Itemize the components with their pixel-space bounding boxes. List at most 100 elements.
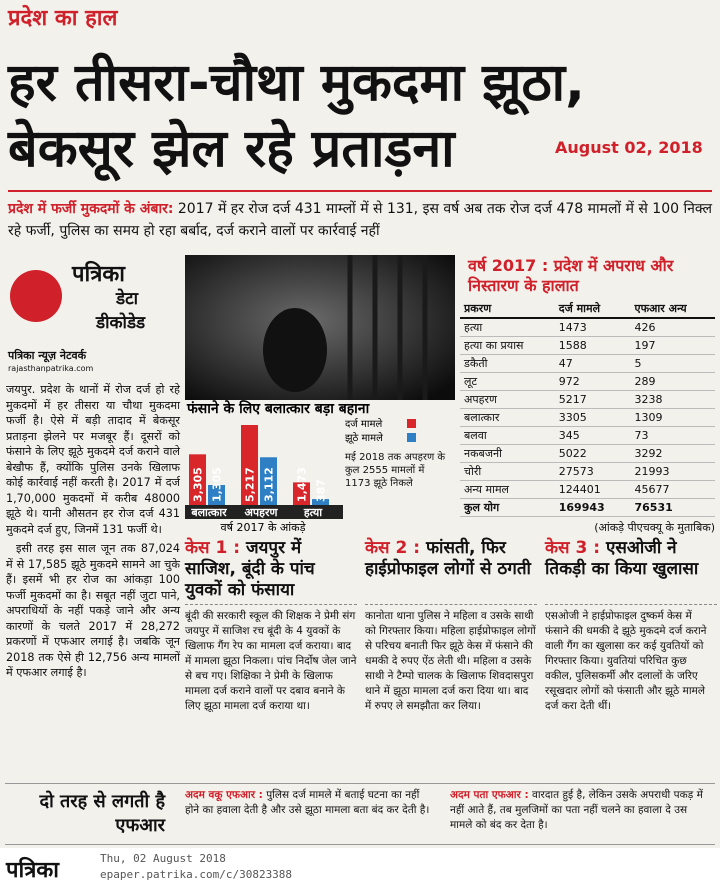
footer: दो तरह से लगती है एफआर अदम वकू एफआर : पु… bbox=[5, 783, 715, 845]
cell: 5022 bbox=[554, 444, 631, 463]
source: (आंकड़े पीएचक्यू के मुताबिक) bbox=[594, 521, 715, 534]
epaper-bar: पत्रिका Thu, 02 August 2018 epaper.patri… bbox=[0, 848, 720, 888]
case-title: एसओजी ने तिकड़ी का किया खुलासा bbox=[545, 538, 699, 579]
row: कुल योग 169943 76531 bbox=[460, 498, 715, 517]
column-header: एफआर अन्य bbox=[630, 300, 715, 319]
cell: डकैती bbox=[460, 354, 555, 373]
cell: हत्या का प्रयास bbox=[460, 336, 555, 355]
legend-swatch bbox=[407, 419, 416, 428]
logo-brand: पत्रिका bbox=[72, 262, 125, 287]
cell: हत्या bbox=[460, 318, 555, 337]
logo-icon bbox=[10, 270, 62, 322]
bar bbox=[208, 484, 225, 505]
column-header: प्रकरण bbox=[460, 300, 555, 319]
footer-label: अदम पता एफआर : bbox=[450, 789, 529, 801]
footer-text: पुलिस दर्ज मामले में बताई घटना का नहीं ह… bbox=[185, 789, 430, 816]
cell: 27573 bbox=[554, 462, 631, 481]
table-title: वर्ष 2017 : प्रदेश में अपराध और निस्तारण… bbox=[468, 256, 674, 295]
value-label: 387 bbox=[315, 479, 328, 502]
cell: 1588 bbox=[554, 336, 631, 355]
site: rajasthanpatrika.com bbox=[8, 364, 94, 373]
case-heading: केस 3 : एसओजी ने तिकड़ी का किया खुलासा bbox=[545, 538, 717, 605]
epaper-url: epaper.patrika.com/c/30823388 bbox=[100, 868, 293, 881]
bar bbox=[241, 425, 258, 505]
row: लूट 972 289 bbox=[460, 372, 715, 391]
row: नकबजनी 5022 3292 bbox=[460, 444, 715, 463]
cell: 76531 bbox=[630, 498, 715, 517]
value-label: 5,217 bbox=[244, 467, 257, 502]
cell: 972 bbox=[554, 372, 631, 391]
value-label: 1,473 bbox=[296, 467, 309, 502]
cell: लूट bbox=[460, 372, 555, 391]
cell: 169943 bbox=[554, 498, 631, 517]
bar bbox=[312, 499, 329, 505]
footer-item: अदम पता एफआर : वारदात हुई है, लेकिन उसके… bbox=[450, 788, 710, 833]
summary: प्रदेश में फर्जी मुकदमों के अंबार: 2017 … bbox=[8, 198, 712, 242]
cell: बलवा bbox=[460, 426, 555, 445]
case-label: केस 1 : bbox=[185, 538, 241, 558]
case-heading: केस 1 : जयपुर में साजिश, बूंदी के पांच य… bbox=[185, 538, 357, 605]
logo-line: डेटा bbox=[116, 289, 139, 309]
headline-line: बेकसूर झेल रहे प्रताड़ना bbox=[8, 119, 455, 179]
table-block: वर्ष 2017 : प्रदेश में अपराध और निस्तारण… bbox=[460, 256, 715, 535]
epaper-date: Thu, 02 August 2018 bbox=[100, 852, 226, 865]
value-label: 1,305 bbox=[211, 467, 224, 502]
cell: चोरी bbox=[460, 462, 555, 481]
value-label: 3,305 bbox=[192, 467, 205, 502]
cell: 1473 bbox=[554, 318, 631, 337]
cell: अपहरण bbox=[460, 390, 555, 409]
cases: केस 1 : जयपुर में साजिश, बूंदी के पांच य… bbox=[185, 538, 717, 773]
row: अपहरण 5217 3238 bbox=[460, 390, 715, 409]
row: बलात्कार 3305 1309 bbox=[460, 408, 715, 427]
value-label: 3,112 bbox=[263, 467, 276, 502]
case-text: एसओजी ने हाईप्रोफाइल दुष्कर्म केस में फं… bbox=[545, 610, 707, 712]
logo: पत्रिका डेटा डीकोडेड bbox=[6, 256, 180, 340]
category-label: अपहरण bbox=[245, 506, 279, 519]
summary-text: 2017 में हर रोज दर्ज 431 माम्लों में से … bbox=[8, 201, 712, 239]
case: केस 1 : जयपुर में साजिश, बूंदी के पांच य… bbox=[185, 538, 357, 714]
category-label: हत्या bbox=[303, 506, 323, 519]
case: केस 2 : फांसती, फिर हाईप्रोफाइल लोगों से… bbox=[365, 538, 537, 714]
cell: बलात्कार bbox=[460, 408, 555, 427]
cell: नकबजनी bbox=[460, 444, 555, 463]
bar bbox=[189, 454, 206, 505]
cell: कुल योग bbox=[460, 498, 555, 517]
paragraph: इसी तरह इस साल जून तक 87,024 में से 17,5… bbox=[6, 542, 180, 679]
case-title: फांसती, फिर हाईप्रोफाइल लोगों से ठगती bbox=[365, 538, 531, 579]
row: चोरी 27573 21993 bbox=[460, 462, 715, 481]
case-label: केस 2 : bbox=[365, 538, 421, 558]
cell: 45677 bbox=[630, 480, 715, 499]
table: प्रकरण दर्ज मामले एफआर अन्य हत्या 1473 426 हत्… bbox=[460, 300, 715, 517]
cell: 5217 bbox=[554, 390, 631, 409]
case-text: बूंदी की सरकारी स्कूल की शिक्षक ने प्रेम… bbox=[185, 610, 357, 712]
cell: 345 bbox=[554, 426, 631, 445]
footer-label: अदम वकू एफआर : bbox=[185, 789, 263, 801]
cell: 3292 bbox=[630, 444, 715, 463]
footer-text: वारदात हुई है, लेकिन उसके अपराधी पकड़ मे… bbox=[450, 789, 703, 831]
cell: 124401 bbox=[554, 480, 631, 499]
row: हत्या 1473 426 bbox=[460, 318, 715, 337]
cell: 47 bbox=[554, 354, 631, 373]
row: डकैती 47 5 bbox=[460, 354, 715, 373]
category-strip bbox=[185, 505, 343, 519]
row: हत्या का प्रयास 1588 197 bbox=[460, 336, 715, 355]
logo-line: डीकोडेड bbox=[96, 313, 146, 333]
row: अन्य मामल 124401 45677 bbox=[460, 480, 715, 499]
case-heading: केस 2 : फांसती, फिर हाईप्रोफाइल लोगों से… bbox=[365, 538, 537, 605]
cell: 73 bbox=[630, 426, 715, 445]
photo-bars bbox=[347, 255, 428, 400]
byline: पत्रिका न्यूज़ नेटवर्क bbox=[8, 349, 87, 362]
cell: 289 bbox=[630, 372, 715, 391]
paragraph: जयपुर. प्रदेश के थानों में रोज दर्ज हो र… bbox=[6, 383, 180, 536]
case-title: जयपुर में साजिश, बूंदी के पांच युवकों को… bbox=[185, 538, 315, 600]
legend-label: झूठे मामले bbox=[345, 432, 383, 444]
bar bbox=[293, 482, 310, 505]
footer-item: अदम वकू एफआर : पुलिस दर्ज मामले में बताई… bbox=[185, 788, 430, 818]
cell: 21993 bbox=[630, 462, 715, 481]
cell: 3305 bbox=[554, 408, 631, 427]
row: बलवा 345 73 bbox=[460, 426, 715, 445]
case-text: कानोता थाना पुलिस ने महिला व उसके साथी क… bbox=[365, 610, 536, 712]
section: प्रदेश का हाल bbox=[8, 6, 118, 31]
cell: 1309 bbox=[630, 408, 715, 427]
